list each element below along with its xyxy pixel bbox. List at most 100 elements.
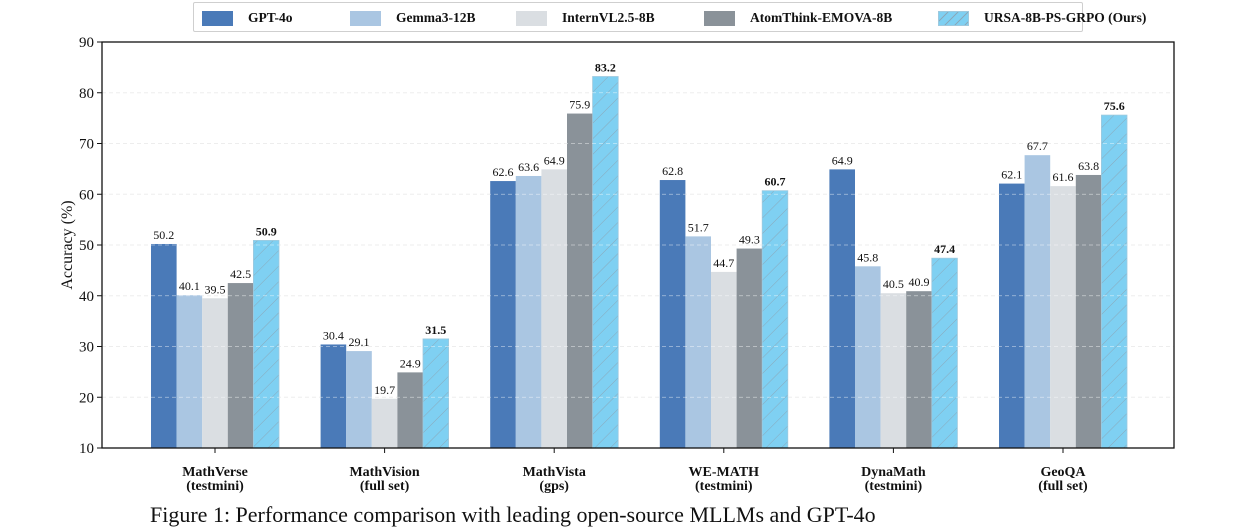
x-tick-sublabel: (gps) <box>539 479 569 494</box>
y-tick-label: 50 <box>79 238 94 254</box>
bar-ursa-8b-ps-grpo-ours--0 <box>252 240 280 449</box>
legend-label: AtomThink-EMOVA-8B <box>750 10 893 25</box>
data-label: 62.8 <box>662 164 683 178</box>
x-tick-sublabel: (testmini) <box>186 479 244 494</box>
y-axis: 10 20 30 40 50 60 70 80 90 <box>79 35 102 457</box>
data-label: 62.6 <box>493 165 514 179</box>
data-label: 24.9 <box>400 356 421 370</box>
y-tick-label: 40 <box>79 289 94 305</box>
data-labels: 50.2 40.1 39.5 42.5 50.9 30.4 29.1 19.7 24.9 31.5… <box>153 61 1124 397</box>
data-label: 51.7 <box>688 220 709 234</box>
x-tick-label: DynaMath <box>861 465 926 480</box>
data-label: 63.6 <box>518 160 539 174</box>
bar-gemma3-12b-0 <box>176 295 203 448</box>
bar-atomthink-emova-8b-5 <box>1075 174 1102 448</box>
x-tick-label: WE-MATH <box>689 465 760 480</box>
legend-label: URSA-8B-PS-GRPO (Ours) <box>984 10 1147 25</box>
bar-internvl2-5-8b-2 <box>541 169 567 448</box>
data-label: 49.3 <box>739 233 760 247</box>
y-tick-label: 80 <box>79 86 94 102</box>
legend-item: InternVL2.5-8B <box>516 3 655 33</box>
data-label: 47.4 <box>934 242 955 256</box>
bar-ursa-8b-ps-grpo-ours--2 <box>592 76 619 449</box>
y-tick-label: 20 <box>79 390 94 406</box>
bars <box>151 76 1128 449</box>
bar-ursa-8b-ps-grpo-ours--5 <box>1101 114 1128 449</box>
bar-ursa-8b-ps-grpo-ours--4 <box>931 257 958 449</box>
data-label: 75.6 <box>1104 99 1125 113</box>
x-tick-sublabel: (full set) <box>360 479 410 494</box>
data-label: 63.8 <box>1078 159 1099 173</box>
data-label: 60.7 <box>765 175 786 189</box>
bar-gpt-4o-1 <box>320 344 347 448</box>
bar-internvl2-5-8b-5 <box>1050 186 1076 448</box>
bar-atomthink-emova-8b-0 <box>227 283 254 448</box>
data-label: 50.2 <box>153 228 174 242</box>
gridlines-over-bars <box>102 92 1174 398</box>
data-label: 83.2 <box>595 61 616 75</box>
legend-label: Gemma3-12B <box>396 10 476 25</box>
x-tick-sublabel: (testmini) <box>695 479 753 494</box>
bar-gemma3-12b-1 <box>346 351 372 448</box>
x-tick-label: GeoQA <box>1040 465 1086 480</box>
x-tick-label: MathVision <box>349 465 419 480</box>
bar-atomthink-emova-8b-4 <box>906 291 932 448</box>
bar-atomthink-emova-8b-1 <box>397 372 423 448</box>
legend-label: InternVL2.5-8B <box>562 10 655 25</box>
x-tick-sublabel: (full set) <box>1038 479 1088 494</box>
x-tick-sublabel: (testmini) <box>865 479 923 494</box>
data-label: 61.6 <box>1053 170 1074 184</box>
bar-ursa-8b-ps-grpo-ours--3 <box>761 190 789 449</box>
data-label: 50.9 <box>256 224 277 238</box>
y-tick-label: 90 <box>79 35 94 51</box>
data-label: 64.9 <box>544 153 565 167</box>
data-label: 45.8 <box>857 250 878 264</box>
bar-atomthink-emova-8b-2 <box>567 113 593 449</box>
x-tick-label: MathVista <box>523 465 586 480</box>
legend-swatch <box>516 10 547 26</box>
data-label: 75.9 <box>569 98 590 112</box>
bar-gpt-4o-5 <box>999 183 1025 448</box>
bar-gemma3-12b-2 <box>515 175 542 449</box>
y-axis-label: Accuracy (%) <box>59 200 76 289</box>
y-tick-label: 60 <box>79 187 94 203</box>
bar-gpt-4o-0 <box>151 243 177 448</box>
data-label: 31.5 <box>425 323 446 337</box>
bar-atomthink-emova-8b-3 <box>736 248 763 448</box>
legend-swatch <box>704 10 735 26</box>
bar-gpt-4o-3 <box>659 180 686 449</box>
data-label: 40.5 <box>883 277 904 291</box>
data-label: 64.9 <box>832 153 853 167</box>
legend-swatch <box>938 10 969 26</box>
x-tick-label: MathVerse <box>182 465 248 480</box>
bar-ursa-8b-ps-grpo-ours--1 <box>422 338 450 449</box>
data-label: 62.1 <box>1001 168 1022 182</box>
bar-gemma3-12b-5 <box>1024 155 1051 449</box>
bar-gemma3-12b-4 <box>855 266 881 448</box>
figure-caption: Figure 1: Performance comparison with le… <box>150 502 876 527</box>
data-label: 29.1 <box>349 335 370 349</box>
bar-internvl2-5-8b-4 <box>880 293 907 448</box>
legend-item: GPT-4o <box>202 3 293 33</box>
legend-item: Gemma3-12B <box>350 3 475 33</box>
bar-internvl2-5-8b-0 <box>202 298 228 448</box>
data-label: 42.5 <box>230 267 251 281</box>
bar-gpt-4o-4 <box>829 169 855 448</box>
bar-gemma3-12b-3 <box>685 236 711 448</box>
data-label: 40.1 <box>179 279 200 293</box>
bar-gpt-4o-2 <box>490 181 516 448</box>
data-label: 30.4 <box>323 328 344 342</box>
bar-internvl2-5-8b-3 <box>711 271 737 448</box>
data-label: 40.9 <box>909 275 930 289</box>
data-label: 67.7 <box>1027 139 1048 153</box>
legend-swatch <box>350 10 381 26</box>
legend-item: URSA-8B-PS-GRPO (Ours) <box>938 3 1146 33</box>
bar-internvl2-5-8b-1 <box>371 398 398 448</box>
x-axis: MathVerse(testmini)MathVision(full set)M… <box>182 448 1088 494</box>
legend-item: AtomThink-EMOVA-8B <box>704 3 892 33</box>
y-tick-label: 70 <box>79 137 94 153</box>
data-label: 39.5 <box>205 282 226 296</box>
data-label: 19.7 <box>374 383 395 397</box>
y-tick-label: 10 <box>79 441 94 457</box>
